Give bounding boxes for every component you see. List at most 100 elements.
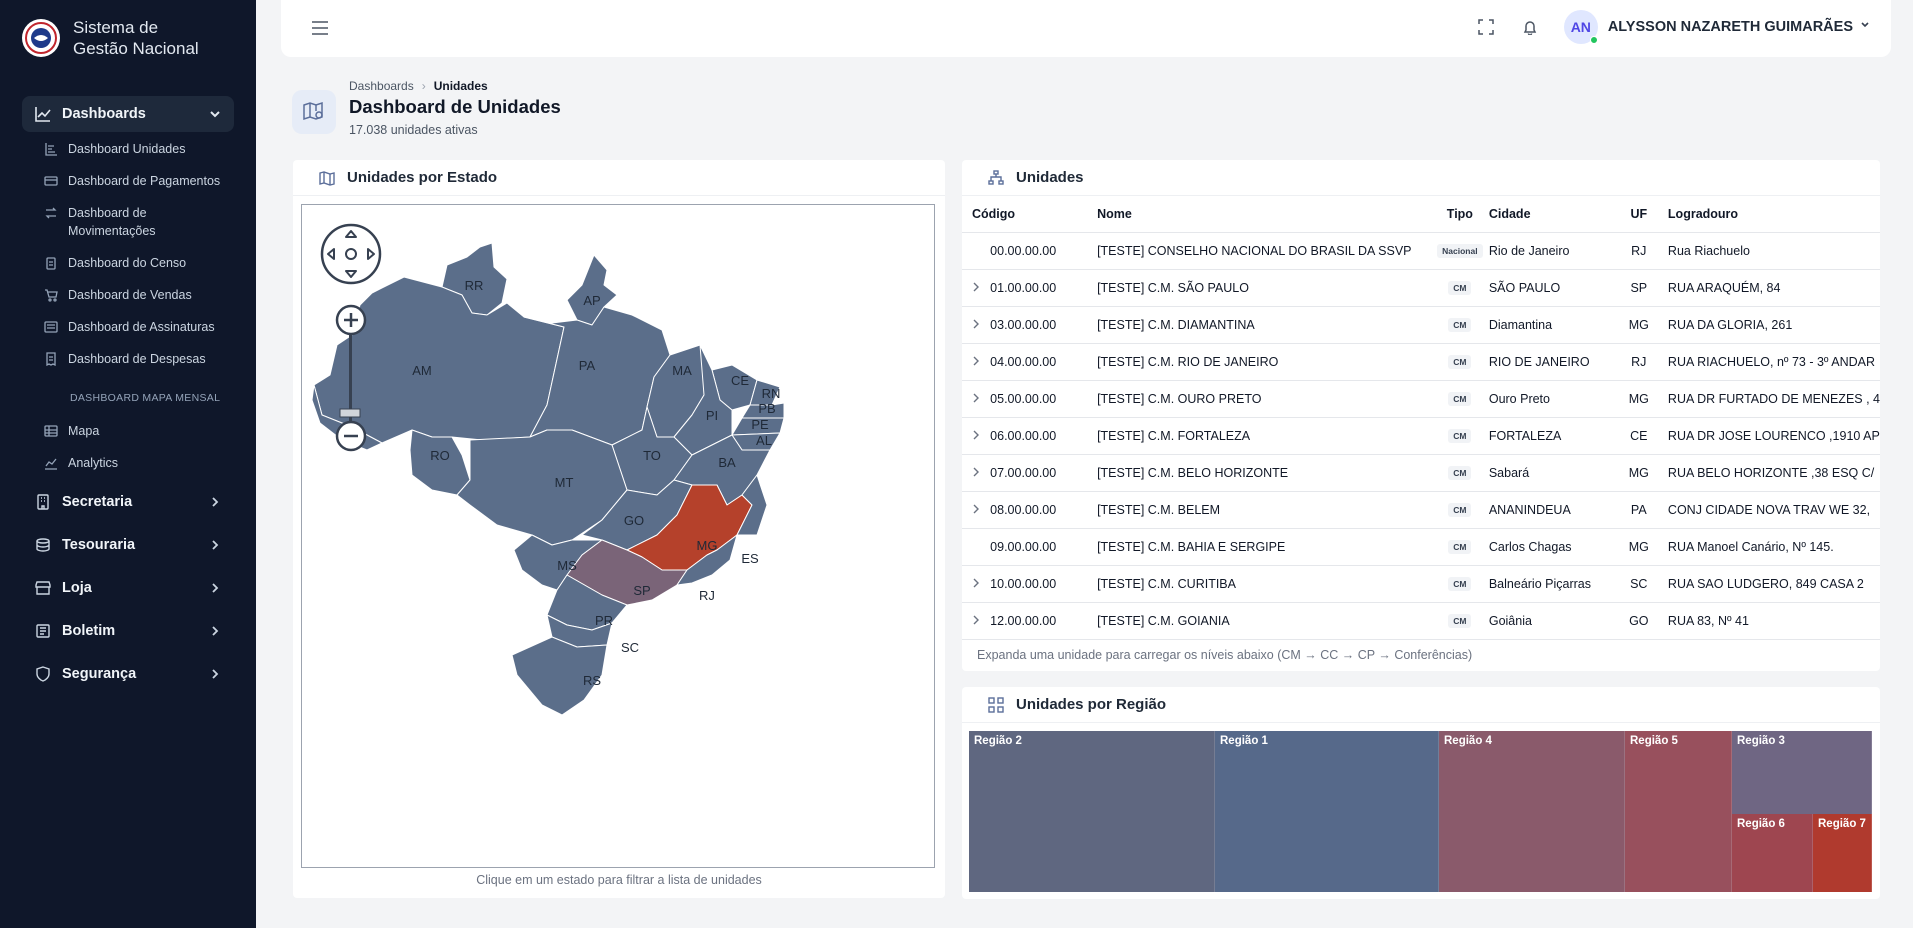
brand-line-2: Gestão Nacional — [73, 39, 199, 58]
region-tile[interactable]: Região 2 — [969, 731, 1215, 892]
region-tile[interactable]: Região 4 — [1439, 731, 1625, 892]
state-label-rs: RS — [583, 673, 601, 688]
table-row[interactable]: 01.00.00.00 [TESTE] C.M. SÃO PAULO CM SÃO P… — [962, 269, 1880, 307]
sidebar-group-secretaria[interactable]: Secretaria — [22, 484, 234, 520]
state-label-pe: PE — [751, 417, 769, 432]
sidebar-item-dashboard-despesas[interactable]: Dashboard de Despesas — [44, 346, 234, 372]
table-row[interactable]: 12.00.00.00 [TESTE] C.M. GOIANIA CM Goiânia… — [962, 602, 1880, 640]
sidebar-group-label: Tesouraria — [62, 537, 136, 553]
column-header-cidade[interactable]: Cidade — [1488, 196, 1620, 233]
region-tile[interactable]: Região 1 — [1215, 731, 1439, 892]
state-rs[interactable] — [511, 636, 608, 716]
zoom-out-button[interactable] — [335, 420, 367, 452]
sidebar-item-dashboard-unidades[interactable]: Dashboard Unidades — [44, 136, 234, 162]
map-pin-icon — [292, 90, 336, 134]
zoom-slider-track[interactable] — [349, 335, 352, 423]
sidebar-group-dashboards[interactable]: Dashboards — [22, 96, 234, 132]
expand-chevron-icon[interactable] — [962, 565, 991, 603]
cell-nome: [TESTE] C.M. SÃO PAULO — [1097, 269, 1431, 307]
bell-icon[interactable] — [1520, 17, 1540, 37]
table-row[interactable]: 07.00.00.00 [TESTE] C.M. BELO HORIZONTE CM… — [962, 454, 1880, 492]
region-tile-label: Região 4 — [1444, 735, 1492, 747]
units-card: Unidades Código Nome Tipo Cidade UF Logr… — [962, 160, 1880, 671]
cell-logradouro: RUA DA GLORIA, 261 — [1657, 306, 1880, 344]
state-es[interactable] — [736, 474, 768, 536]
zoom-slider-handle[interactable] — [339, 408, 361, 418]
type-badge: CM — [1448, 614, 1472, 628]
column-header-nome[interactable]: Nome — [1097, 196, 1431, 233]
sidebar-item-mapa[interactable]: Mapa — [44, 418, 234, 444]
sidebar-group-boletim[interactable]: Boletim — [22, 613, 234, 649]
state-rj[interactable] — [676, 534, 738, 586]
expand-chevron-icon[interactable] — [962, 454, 991, 492]
table-row[interactable]: 05.00.00.00 [TESTE] C.M. OURO PRETO CM Ouro… — [962, 380, 1880, 418]
expand-placeholder — [962, 528, 991, 566]
region-tile[interactable]: Região 5 — [1625, 731, 1732, 892]
cell-tipo: CM — [1430, 417, 1489, 455]
state-label-sc: SC — [621, 640, 639, 655]
breadcrumb-root[interactable]: Dashboards — [349, 79, 414, 93]
cell-tipo: CM — [1430, 343, 1489, 381]
zoom-in-button[interactable] — [335, 304, 367, 336]
column-header-logradouro[interactable]: Logradouro — [1657, 196, 1880, 233]
brazil-map[interactable]: RR AP AM PA MA CE RN PB PE AL PI AC RO T… — [301, 204, 935, 868]
column-header-uf[interactable]: UF — [1619, 196, 1658, 233]
sidebar-item-analytics[interactable]: Analytics — [44, 450, 234, 476]
sidebar-item-label: Dashboard de Vendas — [68, 288, 192, 302]
map-card: Unidades por Estado — [293, 160, 945, 898]
cell-nome: [TESTE] CONSELHO NACIONAL DO BRASIL DA S… — [1097, 232, 1431, 270]
sidebar-item-dashboard-assinaturas[interactable]: Dashboard de Assinaturas — [44, 314, 234, 340]
units-table: Código Nome Tipo Cidade UF Logradouro 00… — [962, 196, 1880, 640]
sidebar-item-dashboard-movimentacoes[interactable]: Dashboard de Movimentações — [44, 200, 184, 244]
expand-chevron-icon[interactable] — [962, 343, 991, 381]
column-header-codigo[interactable]: Código — [962, 196, 1098, 233]
cell-logradouro: RUA BELO HORIZONTE ,38 ESQ C/ — [1657, 454, 1880, 492]
brand[interactable]: Sistema de Gestão Nacional — [0, 0, 256, 76]
breadcrumb-current: Unidades — [433, 79, 488, 93]
sidebar-item-dashboard-censo[interactable]: Dashboard do Censo — [44, 250, 234, 276]
table-row[interactable]: 09.00.00.00 [TESTE] C.M. BAHIA E SERGIPE C… — [962, 528, 1880, 566]
table-row[interactable]: 06.00.00.00 [TESTE] C.M. FORTALEZA CM FORTA… — [962, 417, 1880, 455]
map-card-header: Unidades por Estado — [293, 160, 945, 196]
cell-uf: CE — [1619, 417, 1658, 455]
state-label-pr: PR — [595, 613, 613, 628]
expand-chevron-icon[interactable] — [962, 269, 991, 307]
state-am[interactable] — [313, 276, 565, 444]
cell-nome: [TESTE] C.M. RIO DE JANEIRO — [1097, 343, 1431, 381]
fullscreen-icon[interactable] — [1476, 17, 1496, 37]
region-tile-label: Região 6 — [1737, 818, 1785, 830]
map-pan-control[interactable] — [320, 223, 382, 285]
sidebar-group-label: Boletim — [62, 623, 116, 639]
table-row[interactable]: 10.00.00.00 [TESTE] C.M. CURITIBA CM Balneá… — [962, 565, 1880, 603]
user-name[interactable]: ALYSSON NAZARETH GUIMARÃES — [1607, 19, 1853, 35]
column-header-tipo[interactable]: Tipo — [1430, 196, 1489, 233]
region-tile[interactable]: Região 3 — [1732, 731, 1872, 814]
expand-chevron-icon[interactable] — [962, 602, 991, 640]
chevron-down-icon[interactable] — [1859, 18, 1871, 36]
sidebar-group-tesouraria[interactable]: Tesouraria — [22, 527, 234, 563]
cell-cidade: Sabará — [1488, 454, 1620, 492]
region-tile-label: Região 5 — [1630, 735, 1678, 747]
topbar-actions: AN ALYSSON NAZARETH GUIMARÃES — [1476, 10, 1871, 44]
sidebar-item-dashboard-vendas[interactable]: Dashboard de Vendas — [44, 282, 234, 308]
breadcrumb: Dashboards › Unidades — [349, 79, 488, 93]
region-tile[interactable]: Região 7 — [1813, 814, 1872, 892]
avatar[interactable]: AN — [1563, 10, 1598, 44]
sidebar-item-dashboard-pagamentos[interactable]: Dashboard de Pagamentos — [44, 168, 234, 194]
region-tile[interactable]: Região 6 — [1732, 814, 1813, 892]
expand-chevron-icon[interactable] — [962, 491, 991, 529]
table-row[interactable]: 08.00.00.00 [TESTE] C.M. BELEM CM ANANINDEU… — [962, 491, 1880, 529]
table-header-row: Código Nome Tipo Cidade UF Logradouro — [962, 196, 1880, 233]
table-row[interactable]: 03.00.00.00 [TESTE] C.M. DIAMANTINA CM Diam… — [962, 306, 1880, 344]
brazil-map-svg: RR AP AM PA MA CE RN PB PE AL PI AC RO T… — [311, 223, 785, 716]
expand-chevron-icon[interactable] — [962, 380, 991, 418]
sidebar-item-label: Dashboard de Assinaturas — [68, 320, 215, 334]
sidebar-group-loja[interactable]: Loja — [22, 570, 234, 606]
table-row[interactable]: 00.00.00.00 [TESTE] CONSELHO NACIONAL DO … — [962, 232, 1880, 270]
expand-chevron-icon[interactable] — [962, 417, 991, 455]
expand-chevron-icon[interactable] — [962, 306, 991, 344]
sidebar-group-seguranca[interactable]: Segurança — [22, 656, 234, 692]
cell-uf: SP — [1619, 269, 1658, 307]
table-row[interactable]: 04.00.00.00 [TESTE] C.M. RIO DE JANEIRO CM… — [962, 343, 1880, 381]
hamburger-menu-icon[interactable] — [311, 19, 329, 42]
